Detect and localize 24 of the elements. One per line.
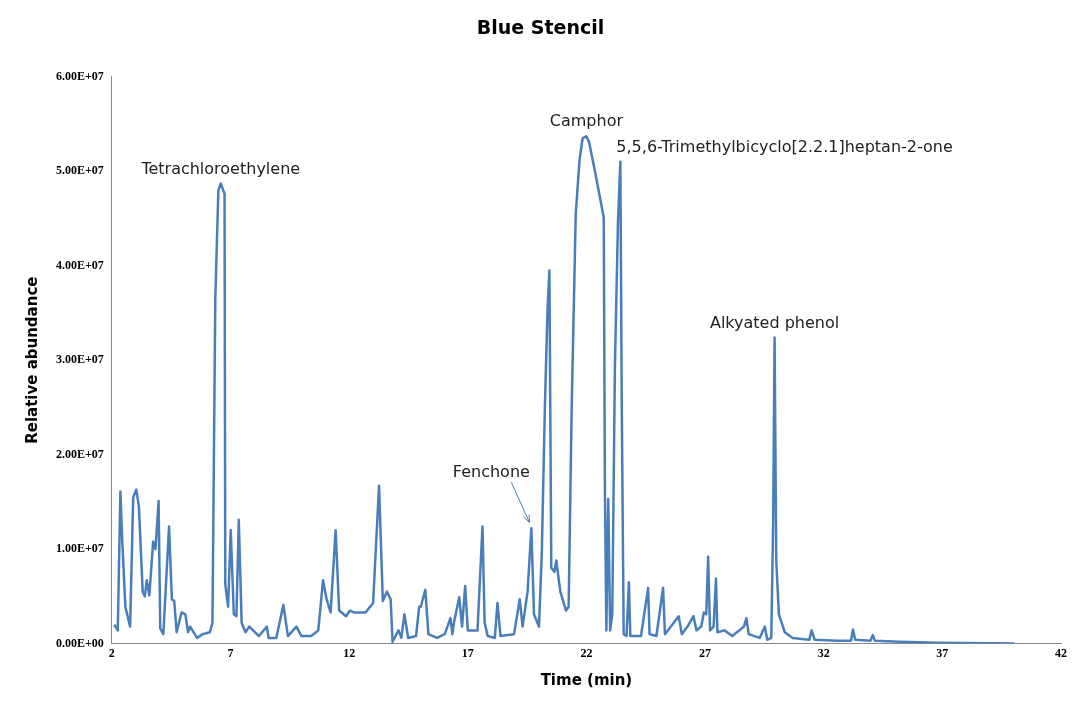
- x-axis-title: Time (min): [540, 670, 633, 689]
- x-tick-label: 22: [580, 645, 593, 660]
- y-tick-label: 4.00E+07: [56, 257, 104, 272]
- annotation: 5,5,6-Trimethylbicyclo[2.2.1]heptan-2-one: [616, 136, 953, 156]
- annotation: Camphor: [549, 111, 624, 131]
- x-tick-label: 12: [343, 645, 356, 660]
- y-tick-label: 0.00E+00: [56, 635, 104, 650]
- chart-title: Blue Stencil: [476, 16, 605, 39]
- x-tick-label: 2: [108, 645, 115, 660]
- x-tick-label: 27: [699, 645, 712, 660]
- y-tick-label: 3.00E+07: [56, 352, 104, 367]
- x-tick-label: 7: [227, 645, 234, 660]
- annotation: Fenchone: [452, 461, 530, 481]
- y-tick-label: 5.00E+07: [56, 163, 104, 178]
- y-axis-title: Relative abundance: [22, 276, 41, 444]
- x-tick-label: 42: [1055, 645, 1067, 660]
- y-tick-label: 2.00E+07: [56, 446, 104, 461]
- x-tick-label: 17: [461, 645, 474, 660]
- x-tick-label: 37: [936, 645, 949, 660]
- x-tick-label: 32: [817, 645, 830, 660]
- annotation: Alkyated phenol: [709, 312, 840, 332]
- y-tick-label: 1.00E+07: [56, 541, 104, 556]
- y-tick-label: 6.00E+07: [56, 68, 104, 83]
- annotation: Tetrachloroethylene: [140, 158, 301, 178]
